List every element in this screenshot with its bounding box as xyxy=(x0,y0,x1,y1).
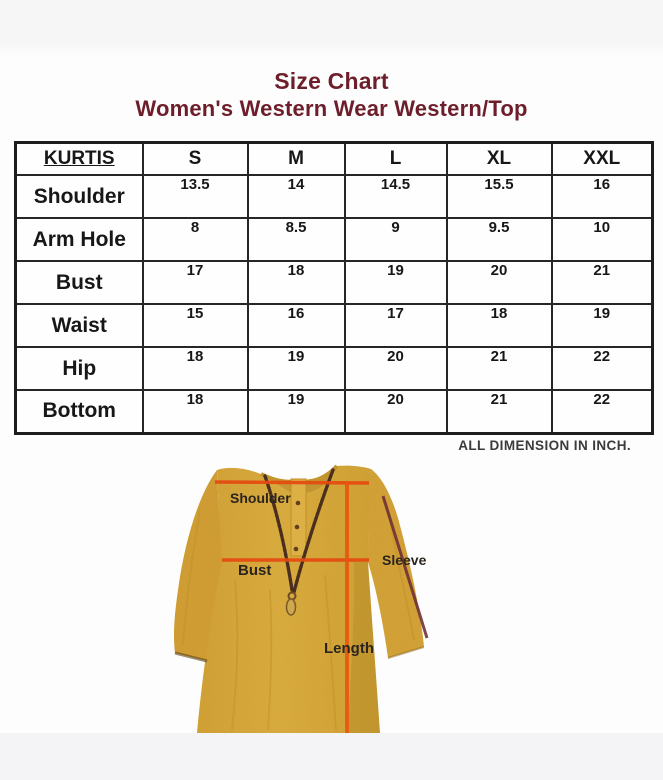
size-value-cell: 20 xyxy=(445,260,553,305)
right-side-shadow xyxy=(348,562,380,733)
size-chart-table: KURTIS S M L XL XXL Shoulder 13.5 14 14.… xyxy=(14,141,654,435)
garment-label-sleeve: Sleeve xyxy=(382,552,427,568)
size-value-cell: 18 xyxy=(141,389,249,434)
row-label: Bottom xyxy=(14,389,144,434)
necklace-pendant xyxy=(285,598,297,616)
column-header-m: M xyxy=(246,141,346,176)
column-header-label: KURTIS xyxy=(43,148,115,169)
necklace-left-strand xyxy=(263,474,294,592)
row-label: Arm Hole xyxy=(14,217,144,262)
button-dot xyxy=(293,546,299,552)
page-title: Size Chart xyxy=(274,68,389,94)
size-value-cell: 8 xyxy=(141,217,249,262)
size-value-cell: 19 xyxy=(550,303,654,348)
left-cuff-edge xyxy=(174,651,208,663)
size-value-cell: 19 xyxy=(246,346,346,391)
button-dot xyxy=(294,524,300,530)
table-row-bottom: Bottom 18 19 20 21 22 xyxy=(14,389,654,434)
size-value-cell: 18 xyxy=(141,346,249,391)
fabric-texture xyxy=(174,465,424,733)
button-placket xyxy=(290,478,307,557)
garment-label-shoulder: Shoulder xyxy=(230,490,291,506)
size-value-cell: 20 xyxy=(343,346,448,391)
size-value-cell: 20 xyxy=(343,389,448,434)
table-row-armhole: Arm Hole 8 8.5 9 9.5 10 xyxy=(14,217,654,262)
size-value-cell: 22 xyxy=(550,346,654,391)
size-value-cell: 16 xyxy=(550,174,654,219)
garment-label-length: Length xyxy=(324,640,374,657)
row-label: Bust xyxy=(14,260,144,305)
size-value-cell: 8.5 xyxy=(246,217,346,262)
size-value-cell: 18 xyxy=(246,260,346,305)
size-value-cell: 9 xyxy=(343,217,448,262)
page-subtitle: Women's Western Wear Western/Top xyxy=(135,96,528,121)
size-value-cell: 14 xyxy=(246,174,346,219)
size-value-cell: 19 xyxy=(246,389,346,434)
table-row-bust: Bust 17 18 19 20 21 xyxy=(14,260,654,305)
size-value-cell: 19 xyxy=(343,260,448,305)
button-dot xyxy=(295,500,301,506)
size-value-cell: 22 xyxy=(550,389,654,434)
table-header-row: KURTIS S M L XL XXL xyxy=(14,141,654,176)
table-row-shoulder: Shoulder 13.5 14 14.5 15.5 16 xyxy=(14,174,654,219)
table-row-waist: Waist 15 16 17 18 19 xyxy=(14,303,654,348)
size-value-cell: 21 xyxy=(445,389,553,434)
size-value-cell: 16 xyxy=(246,303,346,348)
neck-inner-shadow xyxy=(261,466,337,494)
size-value-cell: 17 xyxy=(141,260,249,305)
size-value-cell: 13.5 xyxy=(141,174,249,219)
row-label: Hip xyxy=(14,346,144,391)
sleeve-measure-line xyxy=(381,495,429,639)
column-header-s: S xyxy=(141,141,249,176)
column-header-l: L xyxy=(343,141,448,176)
column-header-kurtis: KURTIS xyxy=(14,141,144,176)
garment-illustration: Shoulder Bust Sleeve Length xyxy=(140,450,480,733)
size-value-cell: 21 xyxy=(550,260,654,305)
row-label: Waist xyxy=(14,303,144,348)
garment-label-bust: Bust xyxy=(238,562,271,579)
size-value-cell: 10 xyxy=(550,217,654,262)
size-value-cell: 18 xyxy=(445,303,553,348)
bottom-margin-band xyxy=(0,733,663,780)
fabric-fold-lines xyxy=(182,509,415,731)
dimension-unit-note: ALL DIMENSION IN INCH. xyxy=(458,438,631,453)
row-label: Shoulder xyxy=(14,174,144,219)
page-header: Size Chart Women's Western Wear Western/… xyxy=(0,68,663,122)
top-margin-band xyxy=(0,0,663,58)
size-value-cell: 15.5 xyxy=(445,174,553,219)
kurti-top-image: Shoulder Bust Sleeve Length xyxy=(174,464,429,733)
size-value-cell: 17 xyxy=(343,303,448,348)
shoulder-measure-line xyxy=(214,480,370,485)
size-value-cell: 14.5 xyxy=(343,174,448,219)
size-value-cell: 15 xyxy=(141,303,249,348)
size-value-cell: 9.5 xyxy=(445,217,553,262)
column-header-xl: XL xyxy=(445,141,553,176)
size-value-cell: 21 xyxy=(445,346,553,391)
column-header-xxl: XXL xyxy=(550,141,654,176)
right-cuff-edge xyxy=(387,646,425,659)
table-row-hip: Hip 18 19 20 21 22 xyxy=(14,346,654,391)
